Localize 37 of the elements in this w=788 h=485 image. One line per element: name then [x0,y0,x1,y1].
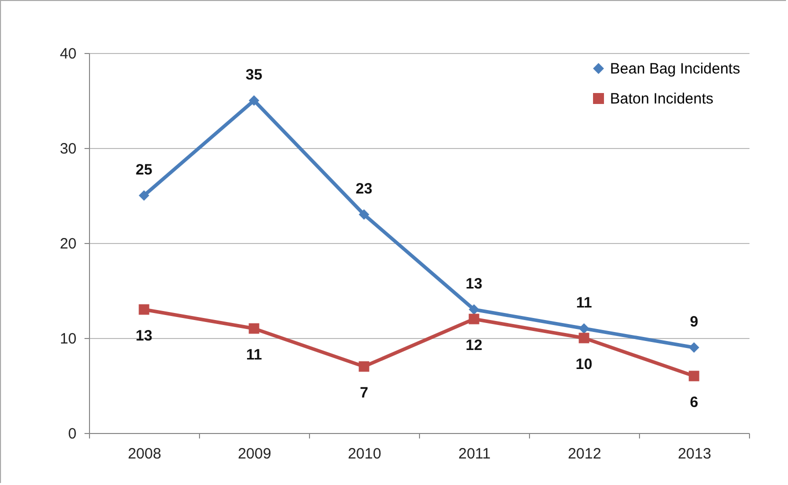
data-label: 13 [466,276,482,292]
x-tick-label: 2010 [348,446,382,462]
data-label: 7 [360,384,368,402]
data-label: 6 [690,394,698,411]
x-tick-label: 2011 [458,446,491,462]
y-tick-label: 10 [60,330,76,348]
point [688,342,700,353]
data-label: 35 [246,66,262,84]
x-tick-label: 2008 [128,446,162,462]
point [578,332,590,344]
y-tick-label: 0 [68,426,76,442]
y-tick-label: 20 [60,236,76,252]
legend-label: Bean Bag Incidents [610,60,740,78]
data-label: 12 [466,337,482,354]
point [138,190,150,201]
data-label: 25 [136,162,152,178]
point [358,209,370,220]
data-label: 9 [690,314,698,330]
point [578,323,590,334]
point [358,361,370,372]
point [468,314,480,324]
data-label: 10 [576,356,592,373]
x-tick-label: 2009 [238,446,272,462]
data-label: 11 [246,346,262,364]
y-tick-label: 30 [60,140,76,158]
point [468,304,480,315]
point [248,323,260,334]
data-label: 13 [136,328,152,344]
point [248,95,260,106]
data-label: 23 [356,180,372,198]
y-tick-label: 40 [60,46,76,62]
data-label: 11 [576,294,592,312]
point [138,304,150,315]
x-tick-label: 2012 [568,446,602,462]
legend-label: Baton Incidents [610,90,714,108]
point [688,370,700,382]
x-tick-label: 2013 [678,446,712,462]
